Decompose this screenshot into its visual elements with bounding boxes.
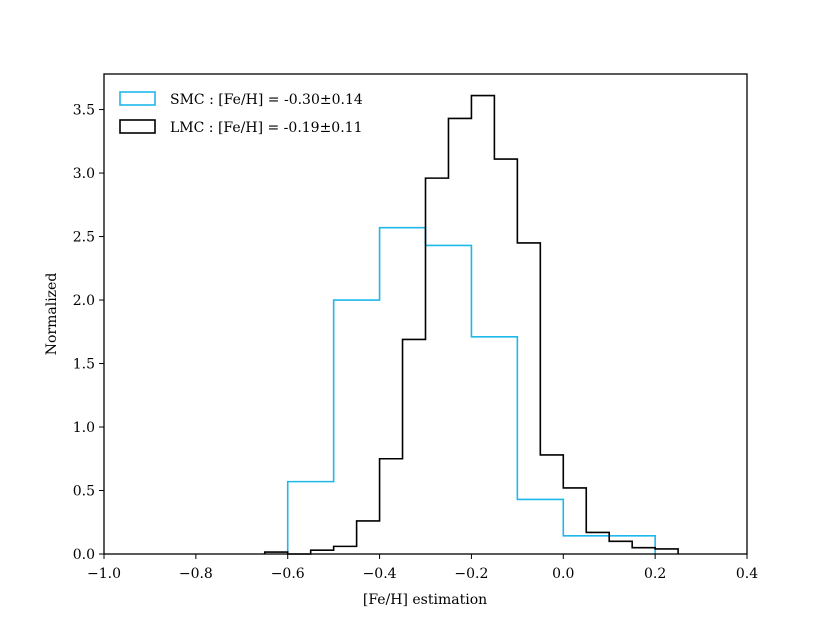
x-tick-label: −0.4 <box>363 566 397 582</box>
histogram-series-lmc <box>263 94 679 555</box>
legend-swatch-smc <box>119 91 156 106</box>
legend-swatch-lmc <box>119 119 156 134</box>
x-tick-label: −0.6 <box>271 566 305 582</box>
x-tick-label: −1.0 <box>87 566 121 582</box>
x-tick-label: 0.4 <box>736 566 758 582</box>
y-tick-label: 1.5 <box>73 357 95 373</box>
y-tick-label: 1.0 <box>73 420 95 436</box>
x-axis-ticks: −1.0 −0.8 −0.6 −0.4 −0.2 0.0 0.2 0.4 <box>87 554 758 582</box>
histogram-series-layer <box>263 94 679 555</box>
y-axis-ticks: 0.0 0.5 1.0 1.5 2.0 2.5 3.0 3.5 <box>73 103 104 563</box>
legend-label-smc: SMC : [Fe/H] = -0.30±0.14 <box>170 92 363 108</box>
plot-area-frame <box>103 73 748 555</box>
y-axis-label: Normalized <box>44 273 60 356</box>
x-tick-label: −0.8 <box>179 566 213 582</box>
histogram-series-smc <box>286 226 656 554</box>
y-tick-label: 2.5 <box>73 230 95 246</box>
y-tick-label: 3.0 <box>73 166 95 182</box>
y-tick-label: 2.0 <box>73 293 95 309</box>
legend: SMC : [Fe/H] = -0.30±0.14 LMC : [Fe/H] = … <box>119 91 363 136</box>
y-tick-label: 0.5 <box>73 484 95 500</box>
y-tick-label: 0.0 <box>73 547 95 563</box>
y-tick-label: 3.5 <box>73 103 95 119</box>
legend-label-lmc: LMC : [Fe/H] = -0.19±0.11 <box>170 120 362 136</box>
x-axis-label: [Fe/H] estimation <box>363 592 487 608</box>
x-tick-label: −0.2 <box>454 566 488 582</box>
x-tick-label: 0.0 <box>552 566 574 582</box>
x-tick-label: 0.2 <box>644 566 666 582</box>
